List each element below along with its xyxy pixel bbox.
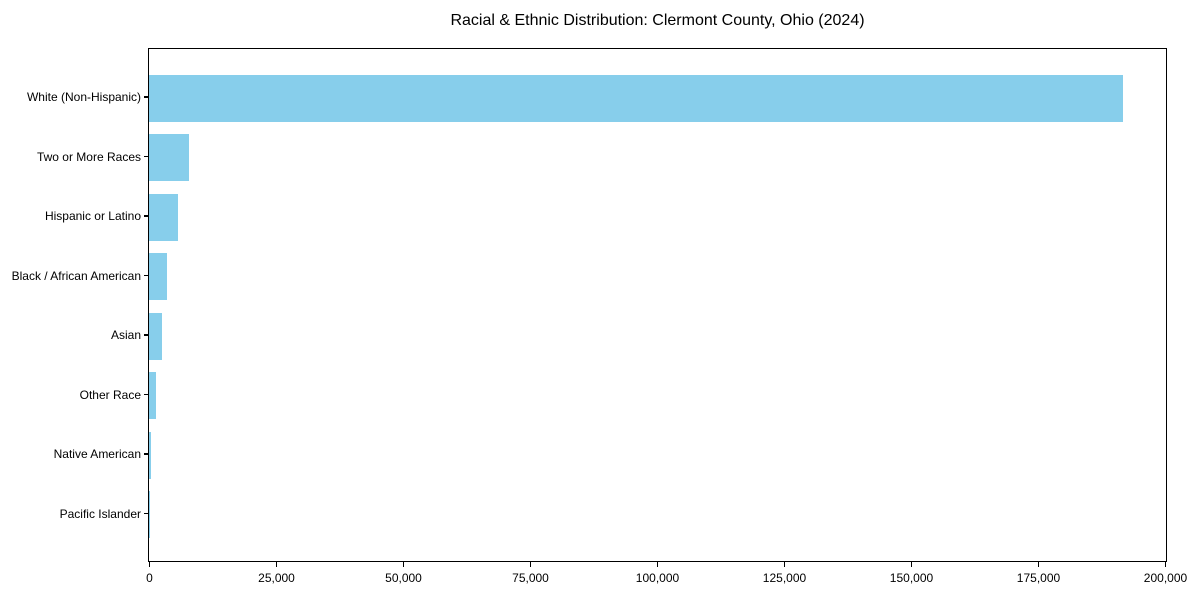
chart-title: Racial & Ethnic Distribution: Clermont C… [450,12,865,29]
y-tick-label: Asian [110,328,141,342]
y-tick-mark [143,334,148,336]
y-tick-label: Pacific Islander [59,506,141,521]
x-tick-label: 125,000 [762,570,807,585]
x-tick-label: 200,000 [1143,570,1188,585]
bar [149,431,151,479]
x-tick-mark [1037,562,1040,567]
x-tick-label: 50,000 [385,570,422,585]
y-tick-mark [143,96,148,98]
y-tick-mark [143,274,148,277]
x-tick-label: 0 [146,570,153,585]
bar [149,134,190,181]
x-tick-mark [783,562,786,567]
bar [149,193,178,241]
x-tick-mark [1164,562,1167,567]
y-tick-mark [143,512,148,515]
x-tick-label: 150,000 [889,570,934,585]
y-tick-label: Hispanic or Latino [44,209,141,223]
x-tick-label: 75,000 [512,570,549,585]
x-tick-mark [148,562,151,567]
bar [149,253,167,300]
bar [149,312,163,360]
y-tick-mark [143,393,148,396]
y-tick-label: Native American [53,447,141,461]
x-tick-mark [402,562,405,567]
y-tick-label: Black / African American [11,268,141,283]
y-tick-mark [143,155,148,158]
x-tick-mark [529,562,532,567]
bar [149,372,157,419]
y-tick-label: Two or More Races [36,149,141,164]
bar [149,74,1123,122]
x-tick-mark [656,562,659,567]
y-tick-mark [143,215,148,217]
x-tick-label: 100,000 [635,570,680,585]
y-tick-label: White (Non-Hispanic) [26,90,141,104]
plot-area [148,48,1167,562]
y-tick-mark [143,453,148,455]
y-tick-label: Other Race [79,387,141,402]
y-axis: White (Non-Hispanic) Two or More Races His… [0,48,141,562]
x-tick-mark [910,562,913,567]
x-tick-mark [275,562,278,567]
x-tick-label: 25,000 [258,570,295,585]
x-tick-label: 175,000 [1016,570,1061,585]
x-axis: 0 25,000 50,000 75,000 100,000 125,000 150,000… [146,561,1187,600]
